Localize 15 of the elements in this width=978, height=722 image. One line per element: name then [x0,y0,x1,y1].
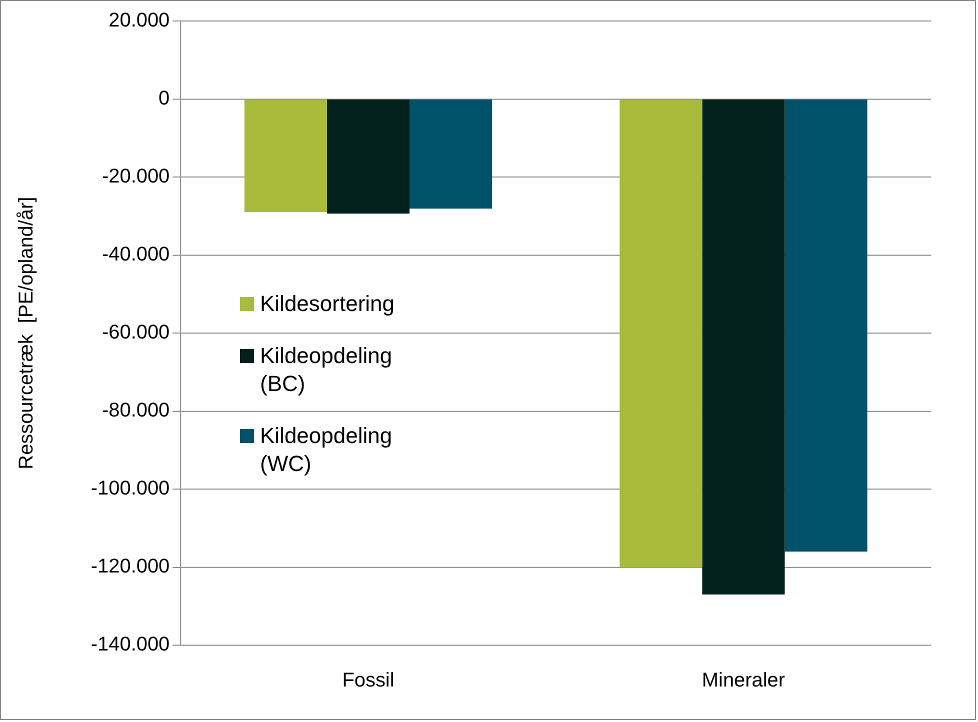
y-tick-label: -120.000 [90,556,170,578]
y-tick-label: -100.000 [90,478,170,500]
y-tick-label: -140.000 [90,634,170,656]
x-tick-label: Mineraler [702,670,786,692]
legend-label: Kildeopdeling (WC) [260,422,394,478]
y-axis-title: Ressourcetræk [PE/opland/år] [15,196,38,470]
y-tick-label: 0 [158,87,170,110]
y-tick-label: -20.000 [102,166,170,188]
y-tick-label: 20.000 [108,9,170,32]
legend-label: Kildesortering [260,290,396,318]
y-tick-label: -40.000 [102,244,170,266]
y-tick-label: -60.000 [102,322,170,344]
y-tick-label: -80.000 [102,400,170,422]
legend-label: Kildeopdeling (BC) [260,342,394,398]
x-tick-label: Fossil [342,670,394,692]
